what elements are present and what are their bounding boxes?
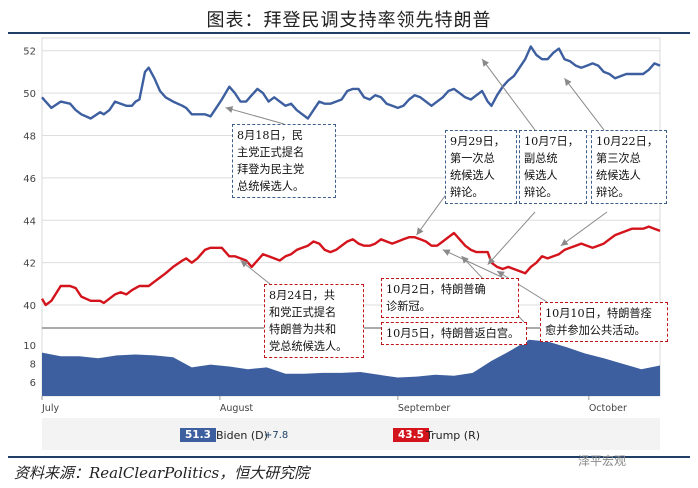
x-label-july: July [41, 403, 59, 414]
arrow-first-debate-head [416, 227, 424, 236]
arrow-trump-covid-head [442, 249, 451, 256]
y-tick-label-44: 44 [23, 216, 36, 227]
legend-trump-value: 43.5 [393, 428, 429, 442]
y-tick-label-52: 52 [23, 47, 36, 58]
legend-biden-name: Biden (D) [216, 429, 268, 442]
x-label-august: August [220, 403, 254, 414]
arrow-trump-public-head [497, 271, 505, 278]
x-label-september: September [398, 403, 451, 414]
annotation-trump-covid: 10月2日，特朗普确 诊新冠。 [381, 278, 519, 318]
arrow-third-debate-up-head [564, 78, 572, 86]
spread-area [42, 339, 660, 396]
title-divider [8, 32, 690, 34]
arrow-trump-nominee-head [240, 260, 249, 268]
legend-biden-change: +7.8 [264, 430, 289, 441]
legend-biden-value: 51.3 [180, 428, 216, 442]
biden-line [41, 45, 661, 120]
y-tick-label-46: 46 [23, 174, 36, 185]
annotation-vp-debate: 10月7日， 副总统 候选人 辩论。 [519, 130, 587, 204]
x-label-october: October [589, 403, 627, 414]
y-tick-label-40: 40 [23, 301, 36, 312]
arrow-trump-covid [442, 249, 509, 281]
arrow-vp-debate-down-head [487, 257, 495, 265]
spread-tick-label-10: 10 [23, 341, 36, 352]
arrow-trump-public [496, 270, 548, 303]
trump-line [40, 225, 661, 307]
annotation-trump-public: 10月10日，特朗普痊 愈并参加公共活动。 [540, 302, 668, 342]
annotation-first-debate: 9月29日， 第一次总 统候选人 辩论。 [445, 130, 517, 204]
y-tick-label-42: 42 [23, 259, 36, 270]
arrow-trump-return-head [461, 256, 469, 264]
arrow-vp-debate-up [481, 58, 536, 131]
spread-tick-label-6: 6 [30, 378, 36, 389]
chart-title: 图表：拜登民调支持率领先特朗普 [206, 10, 492, 31]
legend-strip [42, 418, 660, 450]
poll-chart: 40 42 44 46 48 50 52 6 8 10 July August September Oct… [23, 37, 661, 450]
source-note: 资料来源：RealClearPolitics，恒大研究院 [14, 464, 310, 482]
arrow-third-debate-up [564, 77, 605, 131]
annotation-biden-nominee: 8月18日，民 主党正式提名 拜登为民主党 总统候选人。 [232, 124, 336, 198]
y-tick-label-50: 50 [23, 89, 36, 100]
y-tick-label-48: 48 [23, 131, 36, 142]
arrow-third-debate-down [560, 211, 608, 247]
arrow-vp-debate-down [487, 211, 536, 265]
annotation-trump-return: 10月5日，特朗普返白宫。 [381, 322, 527, 345]
arrow-third-debate-down-head [560, 238, 569, 246]
arrow-biden-nominee-head [225, 106, 234, 113]
legend-trump-name: Trump (R) [426, 429, 481, 442]
annotation-trump-nominee: 8月24日，共 和党正式提名 特朗普为共和 党总统候选人。 [264, 284, 364, 358]
watermark-text: 泽平宏观 [578, 454, 627, 468]
annotation-third-debate: 10月22日， 第三次总 统候选人 辩论。 [591, 130, 667, 204]
source-divider [8, 456, 690, 458]
spread-tick-label-8: 8 [30, 360, 36, 371]
arrow-biden-nominee [225, 107, 285, 125]
arrow-vp-debate-up-head [482, 59, 490, 67]
